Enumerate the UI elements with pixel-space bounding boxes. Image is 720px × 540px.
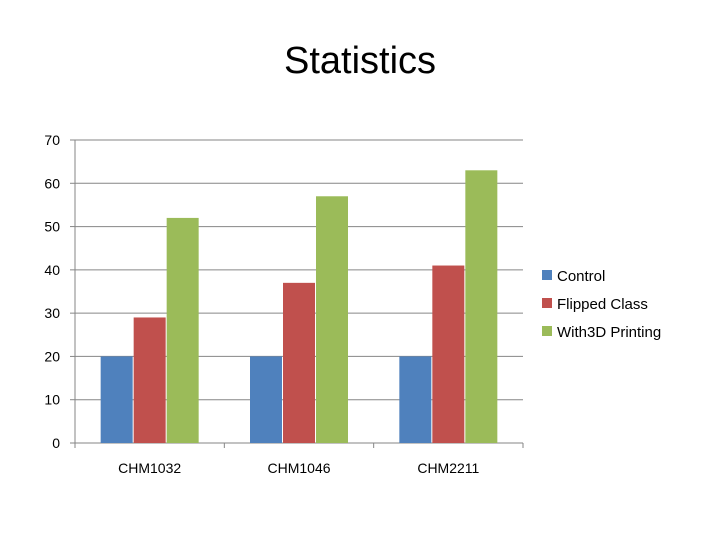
bar-control [100, 356, 133, 443]
bar-with3d-printing [465, 170, 498, 444]
bar-control [250, 356, 282, 443]
y-tick-label: 0 [52, 435, 60, 451]
legend-label: Control [557, 268, 605, 285]
chart-title: Statistics [283, 40, 437, 82]
y-tick-label: 20 [44, 348, 60, 364]
bar-control [399, 356, 432, 443]
x-category-label: CHM1046 [267, 460, 330, 476]
bar-flipped-class [133, 317, 166, 443]
y-tick-label: 60 [44, 175, 60, 191]
legend-swatch [542, 270, 552, 280]
x-category-label: CHM1032 [118, 460, 181, 476]
bar-with3d-printing [166, 217, 199, 443]
y-tick-label: 70 [44, 132, 60, 148]
y-tick-label: 10 [44, 392, 60, 408]
y-tick-label: 50 [44, 219, 60, 235]
bar-flipped-class [283, 282, 315, 443]
legend-swatch [542, 326, 552, 336]
x-category-label: CHM2211 [417, 460, 479, 476]
y-tick-label: 30 [44, 305, 60, 321]
legend-label: Flipped Class [557, 296, 648, 313]
bar-with3d-printing [316, 196, 348, 443]
legend-label: With3D Printing [557, 324, 661, 341]
bar-flipped-class [432, 265, 465, 443]
legend-swatch [542, 298, 552, 308]
y-tick-label: 40 [44, 262, 60, 278]
